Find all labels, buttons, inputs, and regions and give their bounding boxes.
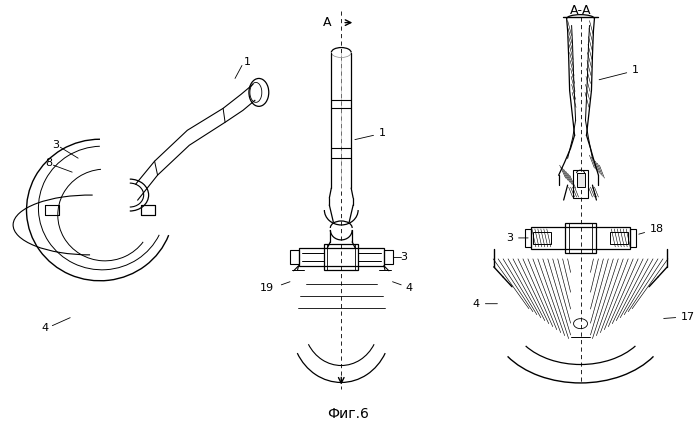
Bar — [630, 229, 636, 247]
Bar — [298, 248, 384, 266]
Text: 18: 18 — [639, 224, 664, 234]
Text: 4: 4 — [42, 323, 49, 333]
Text: 3: 3 — [52, 140, 59, 150]
Text: 1: 1 — [599, 65, 639, 80]
Bar — [565, 223, 596, 253]
Text: 1: 1 — [355, 128, 386, 140]
Bar — [324, 244, 358, 270]
Bar — [525, 229, 531, 247]
Bar — [572, 170, 589, 198]
Text: 3: 3 — [401, 252, 408, 262]
Text: 4: 4 — [406, 283, 413, 293]
Bar — [577, 173, 584, 187]
Bar — [384, 250, 393, 264]
Text: 3: 3 — [506, 233, 528, 243]
Bar — [531, 227, 630, 249]
Text: 1: 1 — [243, 57, 250, 68]
Text: 17: 17 — [663, 312, 696, 322]
Text: 19: 19 — [259, 283, 274, 293]
Text: 4: 4 — [473, 299, 498, 309]
Text: 8: 8 — [45, 158, 52, 168]
Text: А: А — [323, 16, 331, 29]
Text: Фиг.6: Фиг.6 — [327, 407, 369, 421]
Bar — [533, 232, 551, 244]
Bar — [289, 250, 298, 264]
Text: А-А: А-А — [570, 4, 591, 17]
Bar — [610, 232, 628, 244]
